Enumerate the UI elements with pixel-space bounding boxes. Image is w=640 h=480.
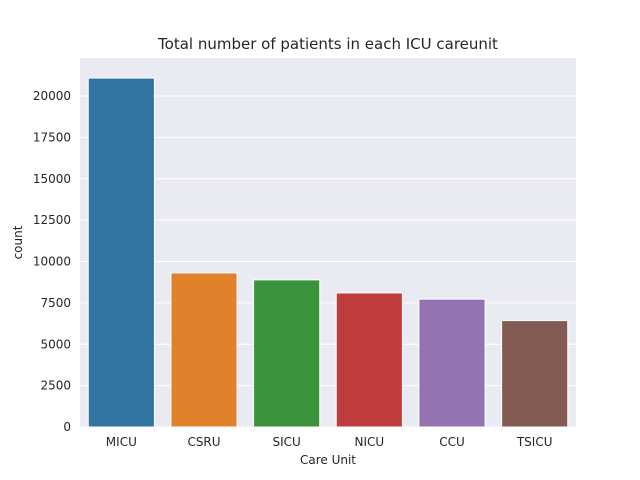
y-tick-label: 5000 xyxy=(40,337,71,351)
x-tick-label: NICU xyxy=(354,435,384,449)
x-axis-label: Care Unit xyxy=(300,453,356,467)
gridlines xyxy=(80,95,576,428)
bar-csru xyxy=(170,272,238,428)
y-tick-labels: 0 2500 5000 7500 10000 12500 15000 17500 20000 xyxy=(33,89,71,434)
y-tick-label: 0 xyxy=(63,420,71,434)
x-tick-label: CCU xyxy=(439,435,465,449)
x-tick-label: TSICU xyxy=(516,435,553,449)
y-axis-label: count xyxy=(11,225,25,259)
y-tick-label: 7500 xyxy=(40,296,71,310)
y-tick-label: 20000 xyxy=(33,89,71,103)
y-tick-label: 15000 xyxy=(33,172,71,186)
x-tick-label: CSRU xyxy=(187,435,220,449)
plot-area xyxy=(80,58,576,427)
x-tick-labels: MICU CSRU SICU NICU CCU TSICU xyxy=(106,435,553,449)
chart-title: Total number of patients in each ICU car… xyxy=(157,35,498,53)
bars xyxy=(87,77,569,428)
x-tick-label: SICU xyxy=(273,435,301,449)
y-tick-label: 12500 xyxy=(33,213,71,227)
bar-micu xyxy=(87,77,155,428)
y-tick-label: 17500 xyxy=(33,130,71,144)
y-tick-label: 2500 xyxy=(40,379,71,393)
bar-nicu xyxy=(335,292,403,428)
y-tick-label: 10000 xyxy=(33,255,71,269)
bar-tsicu xyxy=(501,320,569,428)
bar-ccu xyxy=(418,298,486,428)
bar-sicu xyxy=(253,279,321,428)
x-tick-label: MICU xyxy=(106,435,137,449)
